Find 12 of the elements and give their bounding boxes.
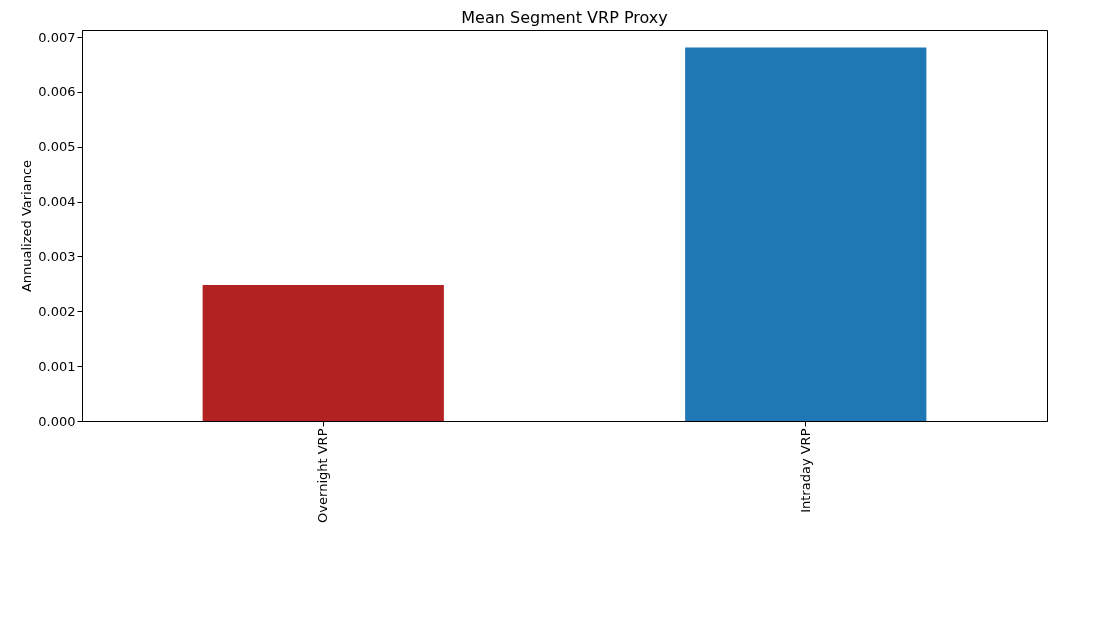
- y-tick-label: 0.003: [38, 248, 76, 264]
- x-tick-label: Intraday VRP: [797, 428, 813, 513]
- y-tick-label: 0.000: [38, 413, 76, 429]
- chart-title: Mean Segment VRP Proxy: [461, 8, 668, 27]
- y-tick-label: 0.007: [38, 29, 76, 45]
- x-tick-label: Overnight VRP: [315, 428, 331, 523]
- y-axis-title: Annualized Variance: [19, 159, 35, 293]
- y-tick-label: 0.005: [38, 139, 76, 155]
- y-tick-label: 0.004: [38, 194, 76, 210]
- y-tick-label: 0.001: [38, 358, 76, 374]
- y-tick-label: 0.002: [38, 303, 76, 319]
- y-tick-label: 0.006: [38, 84, 76, 100]
